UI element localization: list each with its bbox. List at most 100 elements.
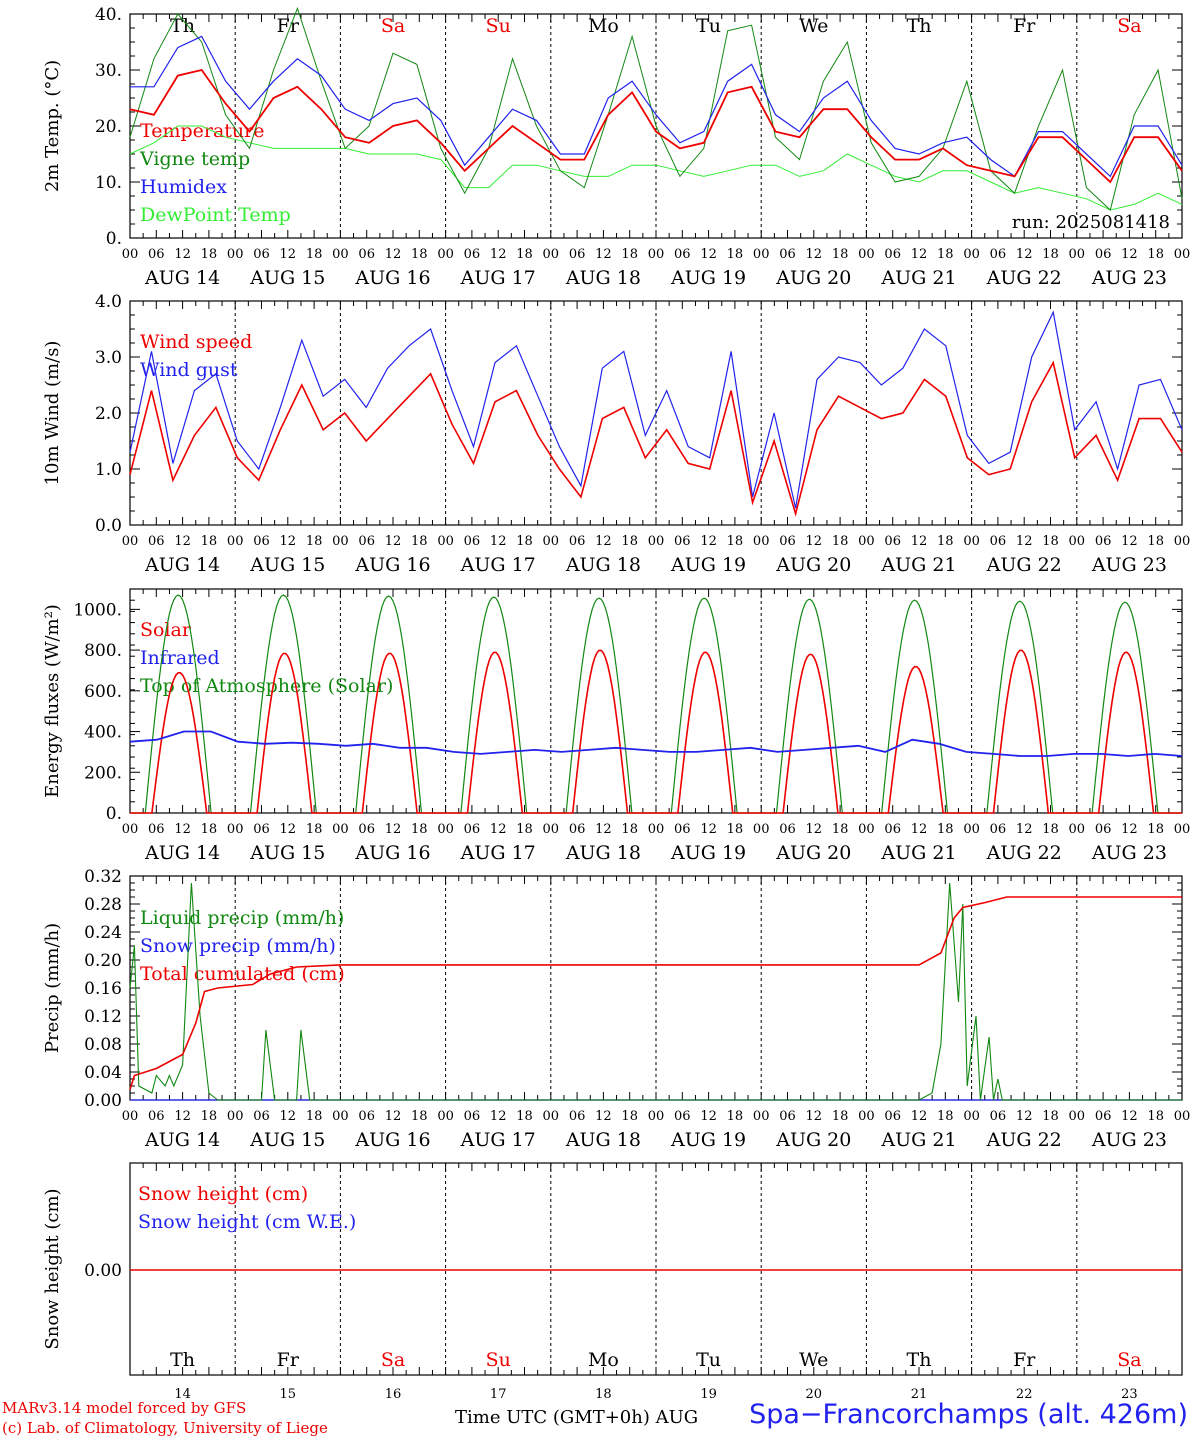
hour-tick-label: 18 xyxy=(201,534,218,549)
hour-tick-label: 18 xyxy=(411,822,428,837)
hour-tick-label: 06 xyxy=(779,1109,796,1124)
hour-tick-label: 06 xyxy=(569,247,586,262)
day-number-label: 19 xyxy=(700,1387,717,1402)
hour-tick-label: 12 xyxy=(595,822,612,837)
hour-tick-label: 00 xyxy=(543,1109,560,1124)
hour-tick-label: 06 xyxy=(990,534,1007,549)
hour-tick-label: 06 xyxy=(148,1109,165,1124)
y-tick-label: 30. xyxy=(95,61,122,81)
date-label: AUG 23 xyxy=(1091,1129,1167,1151)
hour-tick-label: 00 xyxy=(543,247,560,262)
hour-tick-label: 18 xyxy=(1042,822,1059,837)
hour-tick-label: 12 xyxy=(174,534,191,549)
date-label: AUG 15 xyxy=(249,1129,325,1151)
hour-tick-label: 06 xyxy=(253,534,270,549)
legend-temperature: Temperature xyxy=(140,120,264,142)
hour-tick-label: 18 xyxy=(832,1109,849,1124)
hour-tick-label: 18 xyxy=(411,247,428,262)
day-number-label: 14 xyxy=(174,1387,191,1402)
hour-tick-label: 12 xyxy=(174,822,191,837)
date-label: AUG 19 xyxy=(670,554,746,576)
day-label-bottom: Tu xyxy=(696,1349,721,1371)
hour-tick-label: 00 xyxy=(858,1109,875,1124)
hour-tick-label: 06 xyxy=(1095,822,1112,837)
hour-tick-label: 00 xyxy=(1174,247,1191,262)
hour-tick-label: 00 xyxy=(437,822,454,837)
y-axis-label: Snow height (cm) xyxy=(42,1188,63,1349)
hour-tick-label: 18 xyxy=(937,247,954,262)
series-line-infrared xyxy=(129,730,1183,757)
hour-tick-label: 18 xyxy=(621,247,638,262)
hour-tick-label: 18 xyxy=(727,247,744,262)
day-label-top: Tu xyxy=(696,15,721,37)
hour-tick-label: 18 xyxy=(621,1109,638,1124)
day-number-label: 16 xyxy=(385,1387,402,1402)
hour-tick-label: 18 xyxy=(621,822,638,837)
hour-tick-label: 06 xyxy=(779,534,796,549)
hour-tick-label: 12 xyxy=(911,822,928,837)
hour-tick-label: 12 xyxy=(595,1109,612,1124)
hour-tick-label: 06 xyxy=(464,1109,481,1124)
hour-tick-label: 12 xyxy=(280,822,297,837)
hour-tick-label: 12 xyxy=(490,534,507,549)
legend-top-of-atmosphere-solar-: Top of Atmosphere (Solar) xyxy=(140,675,393,697)
hour-tick-label: 06 xyxy=(674,822,691,837)
hour-tick-label: 00 xyxy=(227,1109,244,1124)
hour-tick-label: 18 xyxy=(201,247,218,262)
y-axis-label: Precip (mm/h) xyxy=(42,923,63,1053)
hour-tick-label: 00 xyxy=(437,247,454,262)
date-label: AUG 14 xyxy=(144,554,220,576)
hour-tick-label: 12 xyxy=(1016,822,1033,837)
hour-tick-label: 12 xyxy=(490,822,507,837)
y-tick-label: 3.0 xyxy=(95,348,122,368)
y-axis-label: 2m Temp. (°C) xyxy=(42,60,63,192)
series-line-wind-gust xyxy=(129,310,1183,509)
legend-wind-speed: Wind speed xyxy=(140,331,252,353)
hour-tick-label: 00 xyxy=(332,247,349,262)
hour-tick-label: 00 xyxy=(963,822,980,837)
y-tick-label: 10. xyxy=(95,173,122,193)
y-tick-label: 0.20 xyxy=(84,951,122,971)
hour-tick-label: 06 xyxy=(358,1109,375,1124)
hour-tick-label: 18 xyxy=(411,1109,428,1124)
y-tick-label: 2.0 xyxy=(95,404,122,424)
date-label: AUG 19 xyxy=(670,1129,746,1151)
hour-tick-label: 00 xyxy=(753,247,770,262)
day-label-bottom: Sa xyxy=(381,1349,405,1371)
hour-tick-label: 18 xyxy=(1147,1109,1164,1124)
hour-tick-label: 12 xyxy=(280,247,297,262)
hour-tick-label: 00 xyxy=(963,534,980,549)
series-line-wind-speed xyxy=(129,360,1183,517)
date-label: AUG 20 xyxy=(775,1129,851,1151)
hour-tick-label: 12 xyxy=(280,534,297,549)
hour-tick-label: 00 xyxy=(1069,1109,1086,1124)
hour-tick-label: 18 xyxy=(516,1109,533,1124)
hour-tick-label: 18 xyxy=(201,1109,218,1124)
legend-humidex: Humidex xyxy=(140,176,227,198)
hour-tick-label: 12 xyxy=(806,534,823,549)
y-tick-label: 0.24 xyxy=(84,923,122,943)
legend-dewpoint-temp: DewPoint Temp xyxy=(140,204,291,226)
y-tick-label: 0.00 xyxy=(84,1261,122,1281)
series-line-solar xyxy=(130,649,1182,814)
day-label-bottom: Fr xyxy=(1013,1349,1036,1371)
hour-tick-label: 12 xyxy=(174,1109,191,1124)
hour-tick-label: 06 xyxy=(779,247,796,262)
hour-tick-label: 12 xyxy=(1121,247,1138,262)
hour-tick-label: 18 xyxy=(1147,822,1164,837)
hour-tick-label: 06 xyxy=(358,534,375,549)
series-line-humidex xyxy=(130,35,1183,178)
date-label: AUG 16 xyxy=(354,1129,430,1151)
hour-tick-label: 12 xyxy=(1016,534,1033,549)
legend-snow-height-cm-: Snow height (cm) xyxy=(138,1183,308,1205)
hour-tick-label: 18 xyxy=(727,534,744,549)
hour-tick-label: 06 xyxy=(253,1109,270,1124)
hour-tick-label: 18 xyxy=(832,534,849,549)
y-tick-label: 1.0 xyxy=(95,460,122,480)
hour-tick-label: 12 xyxy=(700,822,717,837)
date-label: AUG 16 xyxy=(354,842,430,864)
hour-tick-label: 00 xyxy=(1174,822,1191,837)
series-line-liquid-precip-mm-h- xyxy=(129,882,1182,1101)
hour-tick-label: 12 xyxy=(911,534,928,549)
date-label: AUG 23 xyxy=(1091,267,1167,289)
